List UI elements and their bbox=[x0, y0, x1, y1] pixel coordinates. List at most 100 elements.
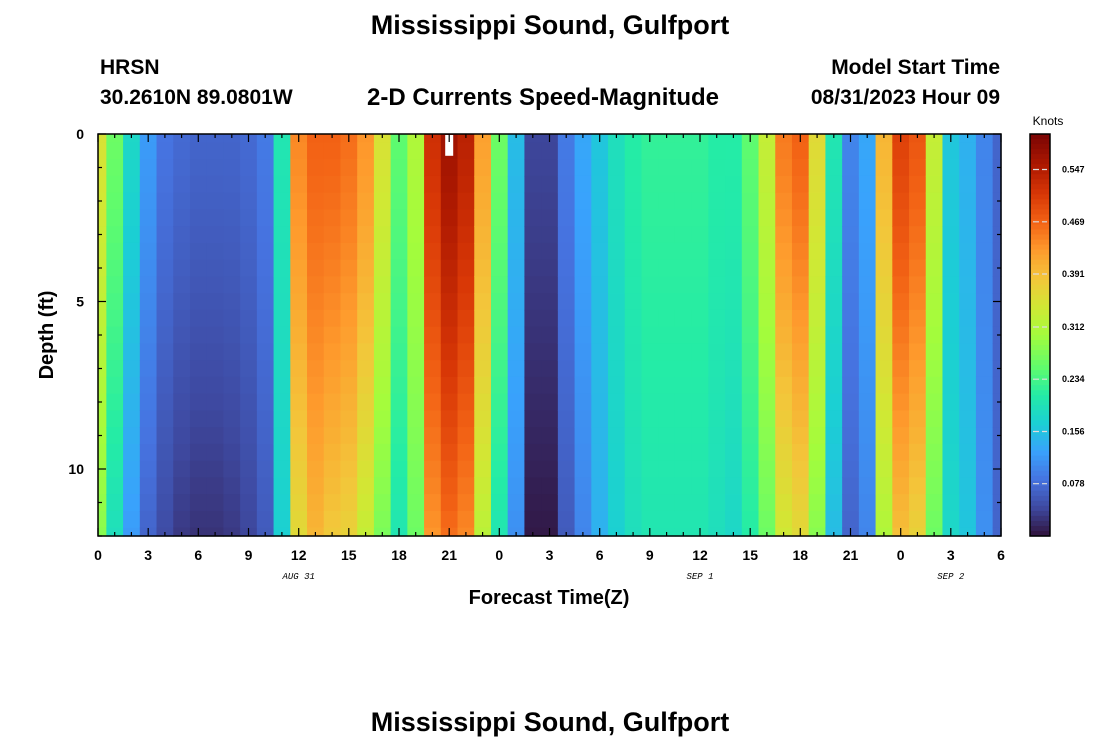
heatmap-cell bbox=[557, 175, 576, 194]
colorbar-segment bbox=[1030, 259, 1050, 266]
heatmap-cell bbox=[591, 226, 609, 244]
heatmap-cell bbox=[390, 142, 408, 160]
heatmap-cell bbox=[340, 343, 358, 361]
heatmap-cell bbox=[975, 209, 994, 227]
heatmap-cell bbox=[892, 293, 910, 311]
heatmap-cell bbox=[189, 259, 208, 277]
heatmap-cell bbox=[457, 293, 475, 311]
heatmap-cell bbox=[340, 427, 358, 445]
heatmap-cell bbox=[440, 326, 459, 344]
heatmap-cell bbox=[240, 276, 258, 294]
colorbar-segment bbox=[1030, 139, 1050, 145]
heatmap-cell bbox=[524, 142, 542, 160]
heatmap-cell bbox=[541, 427, 559, 445]
heatmap-cell bbox=[858, 410, 877, 428]
heatmap-cell bbox=[474, 510, 492, 529]
heatmap-cell bbox=[206, 309, 225, 328]
colorbar-segment bbox=[1030, 525, 1050, 532]
heatmap-cell bbox=[474, 360, 492, 378]
colorbar: 0.547 0.469 0.391 0.312 0.234 0.156 0.078 bbox=[1029, 133, 1085, 537]
heatmap-cell bbox=[909, 477, 927, 495]
heatmap-cell bbox=[608, 192, 626, 210]
heatmap-cell bbox=[273, 226, 291, 244]
heatmap-cell bbox=[608, 242, 626, 261]
heatmap-cell bbox=[892, 242, 910, 261]
heatmap-cell bbox=[892, 393, 910, 411]
heatmap-cell bbox=[307, 510, 325, 529]
heatmap-cell bbox=[273, 209, 291, 227]
heatmap-cell bbox=[507, 134, 526, 143]
heatmap-cell bbox=[123, 242, 141, 261]
heatmap-cell bbox=[340, 226, 358, 244]
heatmap-cell bbox=[975, 293, 994, 311]
heatmap-cell bbox=[106, 276, 124, 294]
heatmap-cell bbox=[223, 226, 241, 244]
heatmap-cell bbox=[474, 427, 492, 445]
heatmap-cell bbox=[290, 175, 308, 194]
heatmap-cell bbox=[98, 242, 107, 261]
heatmap-cell bbox=[98, 142, 107, 160]
heatmap-cell bbox=[541, 460, 559, 478]
heatmap-cell bbox=[323, 309, 342, 328]
heatmap-cell bbox=[725, 209, 743, 227]
heatmap-cell bbox=[624, 242, 643, 261]
heatmap-cell bbox=[440, 159, 459, 177]
heatmap-cell bbox=[106, 309, 124, 328]
heatmap-cell bbox=[842, 192, 860, 210]
heatmap-cell bbox=[691, 410, 709, 428]
heatmap-cell bbox=[490, 293, 509, 311]
heatmap-cell bbox=[775, 209, 793, 227]
heatmap-cell bbox=[139, 376, 158, 395]
heatmap-cell bbox=[156, 242, 174, 261]
heatmap-cell bbox=[407, 276, 425, 294]
x-tick-label: 9 bbox=[646, 547, 654, 563]
heatmap-cell bbox=[992, 527, 1002, 537]
heatmap-cell bbox=[975, 142, 994, 160]
heatmap-cell bbox=[223, 134, 241, 143]
heatmap-cell bbox=[340, 326, 358, 344]
heatmap-cell bbox=[507, 376, 526, 395]
heatmap-cell bbox=[490, 175, 509, 194]
heatmap-cell bbox=[842, 427, 860, 445]
heatmap-cell bbox=[156, 343, 174, 361]
heatmap-cell bbox=[909, 410, 927, 428]
heatmap-cell bbox=[223, 175, 241, 194]
heatmap-cell bbox=[708, 393, 726, 411]
heatmap-cell bbox=[457, 427, 475, 445]
heatmap-cell bbox=[708, 343, 726, 361]
heatmap-cell bbox=[892, 209, 910, 227]
heatmap-cell bbox=[507, 494, 526, 512]
heatmap-cell bbox=[424, 477, 442, 495]
colorbar-segment bbox=[1030, 294, 1050, 301]
heatmap-cell bbox=[758, 192, 776, 210]
heatmap-cell bbox=[457, 393, 475, 411]
heatmap-cell bbox=[206, 410, 225, 428]
heatmap-cell bbox=[825, 134, 843, 143]
heatmap-cell bbox=[256, 175, 275, 194]
heatmap-cell bbox=[641, 293, 659, 311]
heatmap-cell bbox=[775, 326, 793, 344]
heatmap-cell bbox=[674, 259, 693, 277]
heatmap-cell bbox=[139, 309, 158, 328]
heatmap-cell bbox=[925, 209, 944, 227]
heatmap-cell bbox=[98, 134, 107, 143]
heatmap-cell bbox=[206, 427, 225, 445]
heatmap-cell bbox=[775, 477, 793, 495]
colorbar-segment bbox=[1030, 450, 1050, 457]
heatmap-cell bbox=[507, 276, 526, 294]
heatmap-cell bbox=[307, 360, 325, 378]
heatmap-cell bbox=[173, 159, 191, 177]
heatmap-cell bbox=[608, 134, 626, 143]
heatmap-cell bbox=[975, 460, 994, 478]
heatmap-cell bbox=[323, 134, 342, 143]
heatmap-cell bbox=[424, 142, 442, 160]
heatmap-cell bbox=[925, 259, 944, 277]
x-tick-label: 3 bbox=[144, 547, 152, 563]
heatmap-cell bbox=[925, 309, 944, 328]
heatmap-cell bbox=[323, 142, 342, 160]
heatmap-cell bbox=[223, 460, 241, 478]
heatmap-cell bbox=[708, 376, 726, 395]
heatmap-cell bbox=[691, 443, 709, 462]
colorbar-segment bbox=[1030, 264, 1050, 271]
heatmap-cell bbox=[173, 410, 191, 428]
